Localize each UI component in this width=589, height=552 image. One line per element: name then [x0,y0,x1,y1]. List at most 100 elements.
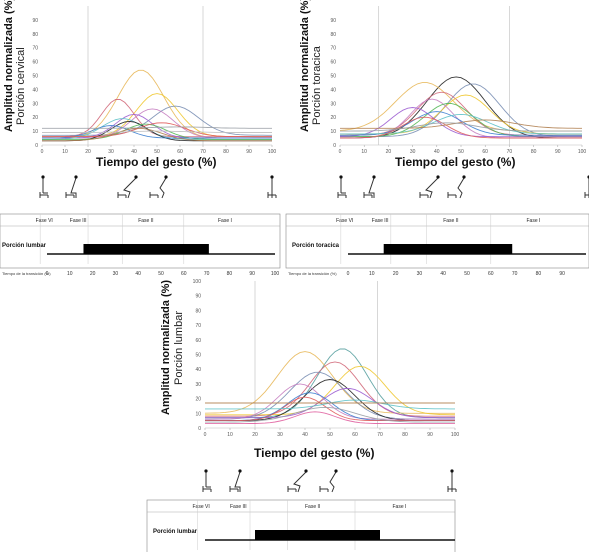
chair-icon [419,192,429,198]
timeline-tick-label: 80 [227,271,233,277]
series-line [42,130,272,133]
posture-figure-icon [319,469,338,493]
x-tick-label: 50 [458,149,464,155]
x-tick-label: 10 [361,149,367,155]
timeline-label: Porción toracica [292,243,340,249]
timeline-tick-label: 10 [369,271,375,277]
series-line [205,361,455,417]
chair-icon [584,192,589,198]
x-tick-label: 60 [177,149,183,155]
body-icon [70,177,77,198]
phase-label: Fase VI [336,218,353,224]
posture-figure-icon [363,175,376,198]
y-tick-label: 30 [330,101,336,107]
y-tick-label: 80 [32,32,38,38]
x-tick-label: 50 [154,149,160,155]
series-line [339,107,582,138]
posture-figure-icon [149,175,168,199]
body-icon [123,177,137,199]
timeline-tick-label: 90 [559,271,565,277]
body-icon [457,177,465,199]
series-line [205,411,455,425]
y-tick-label: 30 [195,382,201,388]
y-tick-label: 80 [195,308,201,314]
series-line [340,122,582,132]
timeline-tick-label: 50 [158,271,164,277]
y-tick-label: 10 [330,129,336,135]
panel-toracica: Amplitud normalizada (%) Porción toracic… [299,0,586,169]
body-icon [425,177,439,199]
posture-figure-icon [447,469,457,492]
posture-figure-icon [447,175,466,199]
phase-label: Fase II [305,504,320,510]
posture-figure-icon [419,175,440,199]
timeline-tick-label: 100 [271,271,280,277]
series-line [340,119,582,129]
x-tick-label: 60 [352,432,358,438]
y-tick-label: 100 [193,279,202,285]
xlabel-lumbar: Tiempo del gesto (%) [254,446,374,460]
head-icon [164,175,168,179]
posture-figure-icon [337,175,347,198]
ylabel2-lumbar: Porción lumbar [173,311,185,385]
head-icon [450,469,454,473]
chair-icon [447,192,457,198]
timeline-tick-label: 60 [488,271,494,277]
body-icon [159,177,167,199]
y-tick-label: 10 [32,129,38,135]
timeline-tick-label: 10 [67,271,73,277]
plot-lumbar: 0 10 20 30 40 50 60 70 80 90 100 0 10 20 30 40 50 60 70 80 9… [193,279,460,438]
x-tick-label: 40 [302,432,308,438]
y-tick-label: 70 [32,46,38,52]
phase-label: Fase III [70,218,87,224]
phase-label: Fase II [443,218,458,224]
posture-figure-icon [267,175,277,198]
y-tick-label: 90 [195,294,201,300]
chair-icon [319,486,329,492]
panel-cervical: Amplitud normalizada (%) Porción cervica… [3,0,276,169]
phase-label: Fase VI [36,218,53,224]
series-line [42,123,272,140]
x-tick-label: 0 [41,149,44,155]
x-tick-label: 70 [200,149,206,155]
chair-icon [229,486,239,492]
series-line [42,126,272,129]
phase-label: Fase III [372,218,389,224]
posture-figure-icon [287,469,308,493]
series-line [340,113,582,135]
chair-icon [287,486,297,492]
body-icon [205,472,211,488]
head-icon [41,175,45,179]
y-tick-label: 0 [198,426,201,432]
x-tick-label: 70 [377,432,383,438]
x-tick-label: 0 [339,149,342,155]
x-tick-label: 30 [108,149,114,155]
head-icon [339,175,343,179]
head-icon [238,469,242,473]
head-icon [204,469,208,473]
xlabel-toracica: Tiempo del gesto (%) [395,155,515,169]
timeline-tick-label: 30 [113,271,119,277]
timeline-frame [146,499,456,552]
y-tick-label: 50 [330,74,336,80]
series-line [340,83,582,138]
x-tick-label: 80 [223,149,229,155]
y-tick-label: 20 [32,115,38,121]
xlabel-cervical: Tiempo del gesto (%) [96,155,216,169]
ylabel-cervical: Amplitud normalizada (%) [3,0,15,132]
head-icon [134,175,138,179]
plot-area [205,281,455,428]
timeline-tick-label: 50 [464,271,470,277]
y-tick-label: 60 [330,60,336,66]
plot-area [42,6,272,145]
body-icon [42,178,48,194]
posture-figure-icon [65,175,78,198]
phase-label: Fase I [393,504,407,510]
x-tick-label: 40 [434,149,440,155]
ylabel2-cervical: Porción cervical [15,47,27,125]
timeline-label: Porción lumbar [2,243,47,249]
timeline-xlabel: Tiempo de la transición (%) [2,271,51,276]
head-icon [74,175,78,179]
y-tick-label: 10 [195,411,201,417]
